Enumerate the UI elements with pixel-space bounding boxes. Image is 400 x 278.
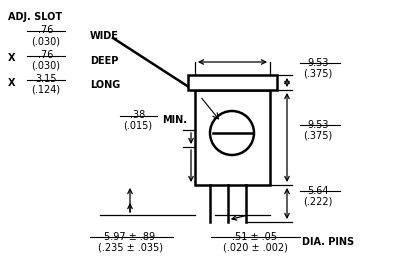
Text: X: X [8, 78, 16, 88]
Text: (.030): (.030) [32, 36, 60, 46]
Text: DIA. PINS: DIA. PINS [302, 237, 354, 247]
Text: DEEP: DEEP [90, 56, 118, 66]
Text: (.015): (.015) [124, 121, 152, 131]
Bar [195, 90, 270, 185]
Text: .76: .76 [38, 25, 54, 35]
Bar [188, 75, 277, 90]
Text: 5.97 ± .89: 5.97 ± .89 [104, 232, 156, 242]
Text: 3.15: 3.15 [35, 74, 57, 84]
Text: (.222): (.222) [303, 197, 333, 207]
Text: 9.53: 9.53 [307, 120, 329, 130]
Text: (.124): (.124) [32, 85, 60, 95]
Text: (.235 ± .035): (.235 ± .035) [98, 243, 162, 253]
Text: .51 ± .05: .51 ± .05 [232, 232, 278, 242]
Circle shape [210, 111, 254, 155]
Text: 5.64: 5.64 [307, 186, 329, 196]
Text: X: X [8, 53, 16, 63]
Text: (.020 ± .002): (.020 ± .002) [222, 243, 288, 253]
Text: (.030): (.030) [32, 61, 60, 71]
Text: (.375): (.375) [303, 131, 333, 141]
Text: WIDE: WIDE [90, 31, 119, 41]
Text: MIN.: MIN. [162, 115, 187, 125]
Text: 9.53: 9.53 [307, 58, 329, 68]
Text: .76: .76 [38, 50, 54, 60]
Text: .38: .38 [130, 110, 146, 120]
Text: ADJ. SLOT: ADJ. SLOT [8, 12, 62, 22]
Text: LONG: LONG [90, 80, 120, 90]
Text: (.375): (.375) [303, 69, 333, 79]
